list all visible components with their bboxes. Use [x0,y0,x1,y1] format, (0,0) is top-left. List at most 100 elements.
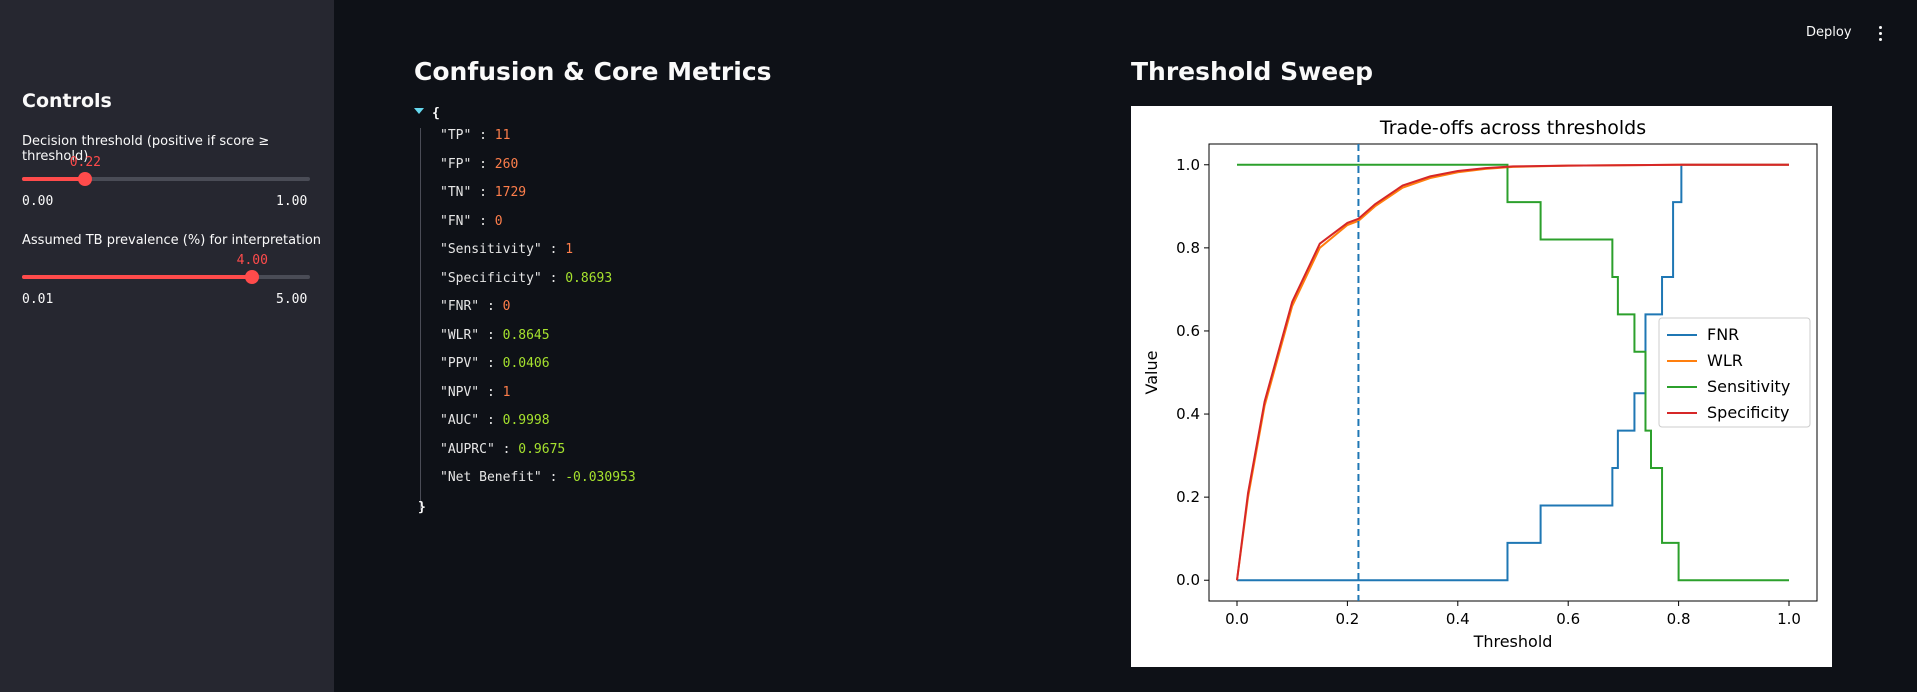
json-row: "Sensitivity" : 1 [440,242,573,257]
threshold-slider-value: 0.22 [69,155,102,170]
metrics-heading: Confusion & Core Metrics [414,57,772,86]
json-key: "Sensitivity" [440,242,542,257]
legend-label: Specificity [1707,403,1789,422]
collapse-caret-icon[interactable] [414,108,424,114]
threshold-slider-max: 1.00 [276,194,308,209]
json-row: "TN" : 1729 [440,185,526,200]
y-tick-label: 0.0 [1176,571,1200,589]
json-value: 11 [494,128,511,143]
prevalence-slider[interactable] [22,270,310,284]
json-colon: : [471,128,495,143]
json-row: "WLR" : 0.8645 [440,328,550,343]
json-value: 0.0406 [502,356,550,371]
json-open-brace: { [432,106,440,121]
json-value: 1 [565,242,574,257]
threshold-slider-label: Decision threshold (positive if score ≥ … [22,134,270,164]
prevalence-slider-value: 4.00 [236,253,268,268]
json-row: "FNR" : 0 [440,299,510,314]
json-colon: : [479,299,503,314]
y-tick-label: 0.6 [1176,322,1200,340]
threshold-slider-fill [22,177,86,181]
json-colon: : [471,156,495,172]
y-tick-label: 1.0 [1176,156,1200,174]
legend-label: WLR [1707,351,1743,370]
legend-box [1658,317,1811,428]
y-axis-label: Value [1142,351,1161,395]
deploy-button[interactable]: Deploy [1800,20,1858,46]
json-key: "Specificity" [440,270,542,286]
threshold-slider-min: 0.00 [22,194,54,209]
x-tick-label: 0.0 [1225,610,1249,628]
legend-label: FNR [1707,325,1739,344]
json-key: "PPV" [440,356,480,371]
prevalence-slider-label: Assumed TB prevalence (%) for interpreta… [22,233,322,248]
prevalence-slider-fill [22,275,253,279]
series-line-fnr [1237,163,1789,582]
series-line-specificity [1236,163,1789,581]
json-indent-guide [420,128,421,510]
json-row: "FN" : 0 [440,214,503,229]
json-key: "TN" [440,185,472,200]
json-colon: : [471,213,495,229]
y-tick-label: 0.8 [1176,239,1200,257]
json-value: 0 [502,299,511,314]
json-value: 0.9675 [518,441,566,457]
json-row: "Net Benefit" : -0.030953 [440,470,636,485]
vertical-ellipsis-icon[interactable] [1870,20,1890,46]
threshold-sweep-heading: Threshold Sweep [1131,57,1374,86]
y-tick-label: 0.2 [1176,488,1200,506]
json-key: "TP" [440,128,472,143]
plot-frame [1208,143,1818,602]
json-row: "PPV" : 0.0406 [440,356,550,371]
json-row: "AUPRC" : 0.9675 [440,442,565,457]
json-value: 0.8693 [565,270,613,286]
prevalence-slider-max: 5.00 [276,292,308,307]
sidebar: Controls Decision threshold (positive if… [0,0,334,692]
threshold-slider[interactable] [22,172,310,186]
chart-title: Trade-offs across thresholds [1379,117,1646,139]
x-tick-label: 0.4 [1446,610,1470,628]
json-value: 1 [502,384,511,400]
x-tick-label: 1.0 [1777,610,1801,628]
json-value: 0.9998 [502,413,550,428]
json-colon: : [479,413,503,428]
y-tick-label: 0.4 [1176,405,1200,423]
sidebar-title: Controls [22,90,112,112]
prevalence-slider-min: 0.01 [22,292,54,307]
json-row: "Specificity" : 0.8693 [440,271,612,286]
json-colon: : [541,242,566,257]
json-row: "TP" : 11 [440,128,510,143]
json-colon: : [541,270,566,286]
x-tick-label: 0.6 [1556,610,1580,628]
json-row: "NPV" : 1 [440,385,510,400]
json-row: "AUC" : 0.9998 [440,413,550,428]
json-key: "AUPRC" [440,441,495,457]
json-colon: : [479,327,503,343]
json-colon: : [471,185,495,200]
threshold-slider-thumb[interactable] [78,172,93,186]
json-key: "NPV" [440,384,480,400]
json-close-brace: } [418,500,426,515]
legend-label: Sensitivity [1707,377,1790,396]
json-value: 0.8645 [502,327,550,343]
chart-svg: Trade-offs across thresholds 0.0 0.2 0.4 0.6… [1142,117,1818,651]
json-value: 260 [494,156,519,172]
json-value: 0 [494,213,503,229]
json-key: "Net Benefit" [440,470,542,485]
json-key: "FNR" [440,299,480,314]
json-value: -0.030953 [565,470,636,485]
x-tick-label: 0.2 [1335,610,1359,628]
json-row: "FP" : 260 [440,157,518,172]
json-key: "AUC" [440,413,480,428]
x-axis-label: Threshold [1473,632,1553,651]
json-key: "FP" [440,156,472,172]
json-colon: : [479,356,503,371]
series-line-sensitivity [1237,163,1789,582]
prevalence-slider-thumb[interactable] [245,270,260,284]
json-colon: : [494,441,519,457]
json-colon: : [479,384,503,400]
x-tick-label: 0.8 [1667,610,1691,628]
json-key: "WLR" [440,327,480,343]
json-value: 1729 [494,185,527,200]
threshold-sweep-chart: Trade-offs across thresholds 0.0 0.2 0.4 0.6… [1131,106,1832,667]
